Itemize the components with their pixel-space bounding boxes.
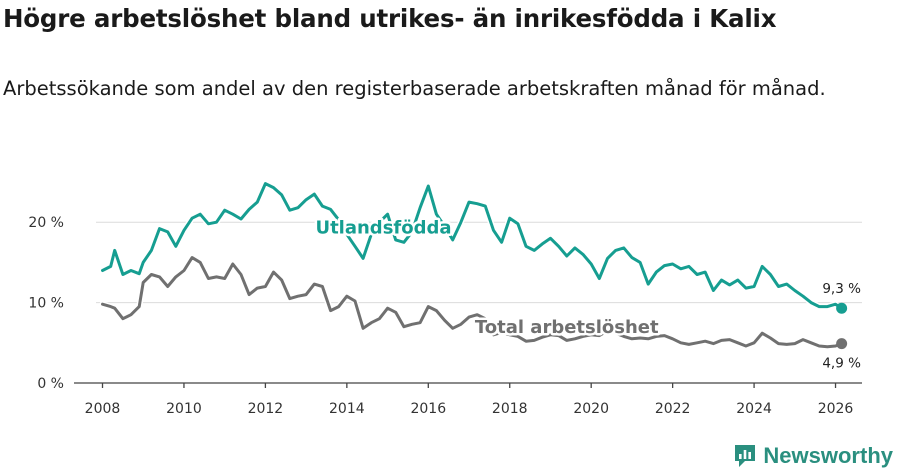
x-tick-label: 2024 — [736, 401, 772, 417]
brand-footer: Newsworthy — [733, 443, 893, 469]
x-tick-label: 2022 — [655, 401, 691, 417]
series-end-point — [836, 302, 848, 314]
x-tick-label: 2012 — [248, 401, 284, 417]
x-tick-label: 2010 — [166, 401, 202, 417]
x-tick-label: 2008 — [85, 401, 121, 417]
series-end-label: 9,3 % — [822, 281, 861, 297]
y-tick-label: 20 % — [28, 215, 64, 231]
series-label-halo: Total arbetslöshet — [475, 317, 659, 338]
x-tick-label: 2020 — [573, 401, 609, 417]
y-tick-label: 10 % — [28, 296, 64, 312]
x-tick-label: 2016 — [410, 401, 446, 417]
series-line — [101, 182, 844, 310]
x-tick-label: 2026 — [818, 401, 854, 417]
series-line — [101, 256, 844, 349]
x-tick-label: 2018 — [492, 401, 528, 417]
series-end-label: 4,9 % — [822, 356, 861, 372]
series-label: Total arbetslöshet — [475, 317, 659, 338]
page-subtitle: Arbetssökande som andel av den registerb… — [3, 77, 826, 100]
newsworthy-logo-icon — [735, 445, 756, 467]
series-label-halo: Utlandsfödda — [315, 217, 451, 238]
page-title: Högre arbetslöshet bland utrikes- än inr… — [3, 4, 777, 33]
brand-name: Newsworthy — [763, 443, 893, 468]
y-tick-label: 0 % — [37, 376, 64, 392]
series-label: Utlandsfödda — [315, 217, 451, 238]
series-end-point — [836, 338, 848, 350]
x-tick-label: 2014 — [329, 401, 365, 417]
